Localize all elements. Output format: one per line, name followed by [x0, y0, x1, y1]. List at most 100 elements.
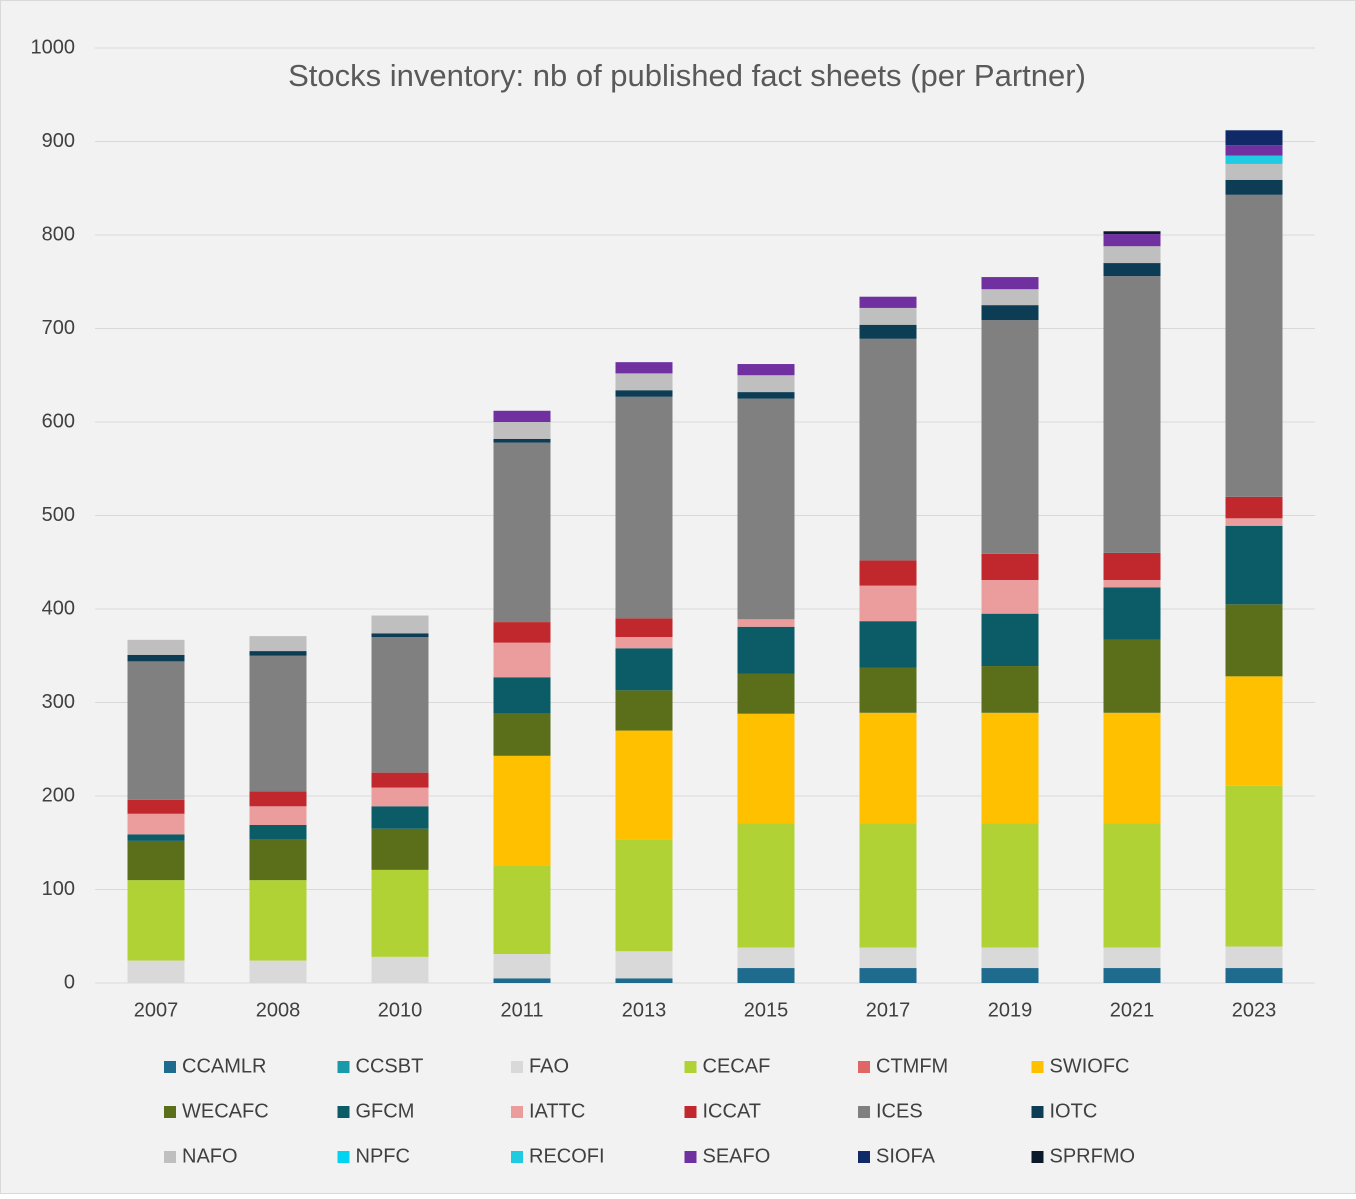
bar-segment	[127, 639, 185, 655]
bar-segment	[981, 320, 1039, 554]
bar-segment	[981, 277, 1039, 290]
bar-segment	[249, 655, 307, 792]
bar-segment	[737, 392, 795, 399]
legend-swatch	[511, 1151, 523, 1163]
bar-segment	[615, 951, 673, 979]
bar-segment	[615, 362, 673, 374]
x-tick-label: 2010	[378, 999, 423, 1021]
legend-label: NAFO	[182, 1145, 238, 1167]
bar-segment	[859, 585, 917, 622]
bar-segment	[1225, 130, 1283, 146]
bar-segment	[249, 806, 307, 825]
bar-segment	[249, 824, 307, 840]
bar-segment	[1103, 968, 1161, 983]
y-tick-label: 600	[42, 410, 75, 432]
legend-label: CCSBT	[356, 1055, 424, 1077]
legend-label: CECAF	[703, 1055, 771, 1077]
x-tick-label: 2013	[622, 999, 667, 1021]
bar-segment	[249, 880, 307, 961]
x-tick-label: 2007	[134, 999, 179, 1021]
bar-segment	[1225, 179, 1283, 195]
bar-segment	[981, 823, 1039, 948]
bar-segment	[493, 713, 551, 756]
x-tick-label: 2021	[1110, 999, 1155, 1021]
bar-segment	[1103, 947, 1161, 969]
bar-segment	[1103, 639, 1161, 713]
bar-segment	[1225, 785, 1283, 947]
bar-segment	[493, 865, 551, 955]
bar-segment	[981, 947, 1039, 969]
bar-segment	[1225, 946, 1283, 969]
bar-segment	[1225, 145, 1283, 156]
y-tick-label: 900	[42, 130, 75, 152]
y-tick-label: 400	[42, 597, 75, 619]
legend-label: SWIOFC	[1050, 1055, 1130, 1077]
bar-segment	[127, 960, 185, 983]
bar-segment	[859, 968, 917, 983]
bar-segment	[1225, 155, 1283, 164]
bar-segment	[371, 637, 429, 773]
bar-segment	[371, 772, 429, 788]
bar-segment	[249, 636, 307, 652]
legend-label: SPRFMO	[1050, 1145, 1136, 1167]
bar-segment	[1103, 823, 1161, 948]
bar-segment	[127, 834, 185, 841]
bar-segment	[1225, 518, 1283, 526]
bar-segment	[493, 438, 551, 443]
bar-segment	[615, 690, 673, 731]
y-tick-label: 200	[42, 784, 75, 806]
legend-swatch	[511, 1061, 523, 1073]
bar-segment	[493, 422, 551, 439]
legend-swatch	[858, 1151, 870, 1163]
bar-segment	[981, 580, 1039, 614]
bar-segment	[127, 799, 185, 814]
bar-segment	[981, 968, 1039, 983]
bar-segment	[737, 626, 795, 674]
bar-segment	[615, 373, 673, 391]
bar-segment	[859, 307, 917, 325]
bar-segment	[1103, 263, 1161, 277]
bar-segment	[371, 615, 429, 634]
y-tick-label: 500	[42, 504, 75, 526]
bar-segment	[1103, 580, 1161, 588]
bar-segment	[1225, 604, 1283, 677]
bar-segment	[859, 947, 917, 969]
bar-segment	[493, 978, 551, 983]
legend-label: FAO	[529, 1055, 569, 1077]
bar-segment	[249, 791, 307, 807]
bar-segment	[737, 673, 795, 714]
bar-segment	[615, 839, 673, 952]
legend-label: IATTC	[529, 1100, 585, 1122]
bar-segment	[737, 364, 795, 376]
legend-swatch	[164, 1151, 176, 1163]
bar-segment	[1103, 246, 1161, 264]
legend-label: NPFC	[356, 1145, 410, 1167]
legend-swatch	[858, 1061, 870, 1073]
bar-segment	[493, 954, 551, 979]
legend-label: CCAMLR	[182, 1055, 266, 1077]
legend-swatch	[858, 1106, 870, 1118]
bar-segment	[493, 677, 551, 714]
bar-segment	[737, 968, 795, 983]
bar-segment	[981, 712, 1039, 824]
bar-segment	[1103, 712, 1161, 824]
x-tick-label: 2015	[744, 999, 789, 1021]
legend-swatch	[337, 1106, 350, 1118]
bar-segment	[615, 618, 673, 638]
bar-segment	[1225, 676, 1283, 786]
x-tick-label: 2008	[256, 999, 301, 1021]
legend-swatch	[1031, 1106, 1044, 1118]
legend-label: SEAFO	[703, 1145, 771, 1167]
legend-swatch	[684, 1151, 697, 1163]
bar-segment	[493, 622, 551, 643]
bar-segment	[1225, 525, 1283, 605]
bar-segment	[859, 324, 917, 339]
bar-segment	[859, 823, 917, 948]
legend-label: SIOFA	[876, 1145, 936, 1167]
bar-segment	[1103, 587, 1161, 640]
bar-segment	[127, 661, 185, 800]
bar-segment	[737, 823, 795, 948]
bar-segment	[493, 755, 551, 866]
legend-swatch	[511, 1106, 523, 1118]
bar-segment	[737, 398, 795, 620]
